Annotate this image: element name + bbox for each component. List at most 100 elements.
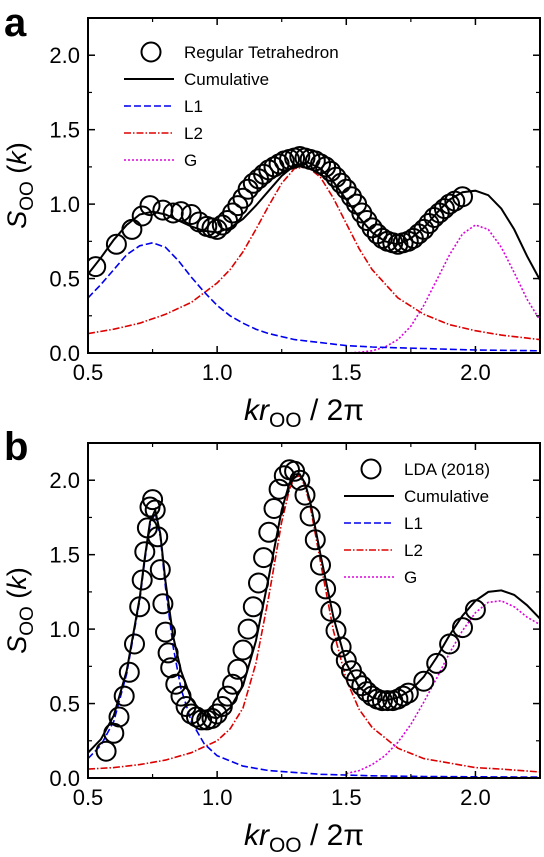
data-point — [452, 617, 473, 639]
data-point — [392, 685, 414, 707]
data-point — [217, 685, 238, 707]
x-axis-title: krOO / 2π — [244, 394, 364, 432]
data-point — [320, 160, 342, 182]
data-point — [124, 633, 145, 655]
legend-label: LDA (2018) — [404, 460, 490, 479]
legend-item: Cumulative — [124, 70, 269, 89]
data-point — [330, 636, 352, 658]
data-point — [139, 195, 161, 217]
x-tick-label: 2.0 — [460, 785, 491, 810]
data-point — [253, 163, 275, 185]
data-point — [289, 469, 311, 491]
data-point — [377, 690, 399, 712]
x-axis-title-main: kr — [244, 819, 270, 852]
data-point — [108, 706, 130, 728]
y-tick-label: 1.5 — [49, 118, 80, 143]
data-point — [227, 658, 249, 680]
y-axis-title-sub: OO — [17, 181, 38, 211]
legend-marker — [360, 458, 382, 480]
data-point — [222, 673, 244, 695]
data-point — [155, 621, 176, 643]
data-point — [320, 600, 342, 622]
data-point — [304, 529, 326, 551]
data-point — [131, 569, 153, 591]
y-axis-title-main: S — [2, 211, 32, 229]
x-tick-label: 0.5 — [73, 785, 104, 810]
y-tick-label: 0.5 — [49, 692, 80, 717]
data-point — [211, 214, 233, 236]
data-point — [105, 233, 127, 255]
panel-letter: b — [4, 425, 28, 469]
data-point — [253, 547, 275, 569]
data-point — [211, 696, 233, 717]
data-point — [131, 205, 153, 227]
legend-item: L1 — [344, 514, 423, 533]
data-point — [157, 642, 179, 664]
legend-item: L1 — [124, 97, 203, 116]
data-point — [237, 618, 259, 640]
x-tick-label: 1.5 — [331, 785, 362, 810]
x-axis-title-tail: / 2π — [302, 394, 364, 427]
y-axis-title: SOO (k) — [2, 142, 38, 229]
data-point — [118, 661, 140, 683]
y-axis-title-open: ( — [2, 590, 32, 607]
data-point — [335, 649, 357, 671]
legend-item: L2 — [344, 541, 423, 560]
data-point — [330, 172, 352, 194]
y-axis-title-open: ( — [2, 165, 32, 182]
plot-area — [88, 146, 540, 353]
legend-label: Cumulative — [184, 70, 269, 89]
data-point — [371, 227, 393, 249]
legend-item: Regular Tetrahedron — [140, 41, 339, 63]
x-axis-title-main: kr — [244, 394, 270, 427]
data-point — [268, 153, 290, 175]
data-point — [149, 559, 171, 581]
data-point — [129, 596, 151, 618]
data-point — [452, 186, 473, 208]
data-point — [397, 230, 419, 252]
data-point — [191, 709, 213, 731]
x-tick-label: 0.5 — [73, 360, 104, 385]
x-axis-title-sub: OO — [269, 834, 302, 857]
series-line-cumulative — [88, 161, 540, 281]
legend-label: L2 — [404, 541, 423, 560]
data-point — [304, 150, 326, 172]
data-point — [273, 465, 295, 487]
legend-label: L1 — [404, 514, 423, 533]
plot-area — [88, 459, 540, 778]
data-point — [263, 498, 285, 519]
legend-label: L2 — [184, 124, 203, 143]
legend-label: L1 — [184, 97, 203, 116]
x-tick-label: 2.0 — [460, 360, 491, 385]
legend-label: Regular Tetrahedron — [184, 43, 339, 62]
data-point — [413, 218, 435, 240]
data-point — [366, 223, 388, 245]
data-point — [325, 166, 347, 188]
data-point — [186, 706, 207, 728]
data-point — [413, 670, 435, 692]
x-tick-label: 1.0 — [202, 785, 233, 810]
y-tick-label: 1.5 — [49, 543, 80, 568]
data-point — [268, 478, 290, 500]
data-point — [180, 703, 202, 725]
x-tick-label: 1.0 — [202, 360, 233, 385]
legend-item: LDA (2018) — [360, 458, 490, 480]
data-point — [258, 159, 280, 181]
panel-letter: a — [4, 1, 27, 45]
data-point — [144, 499, 166, 521]
data-point — [387, 688, 409, 710]
x-axis-title-tail: / 2π — [302, 819, 364, 852]
data-point — [95, 740, 117, 762]
series-line-cumulative — [88, 473, 540, 754]
legend-label: Cumulative — [404, 487, 489, 506]
y-axis-title-close: ) — [2, 142, 32, 151]
data-point — [113, 685, 135, 707]
y-tick-label: 0.5 — [49, 267, 80, 292]
x-axis-title: krOO / 2π — [244, 819, 364, 857]
data-point — [201, 707, 223, 729]
y-axis-title: SOO (k) — [2, 567, 38, 654]
data-point — [356, 681, 378, 703]
data-point — [310, 554, 331, 576]
y-axis-title-k: k — [2, 575, 32, 590]
